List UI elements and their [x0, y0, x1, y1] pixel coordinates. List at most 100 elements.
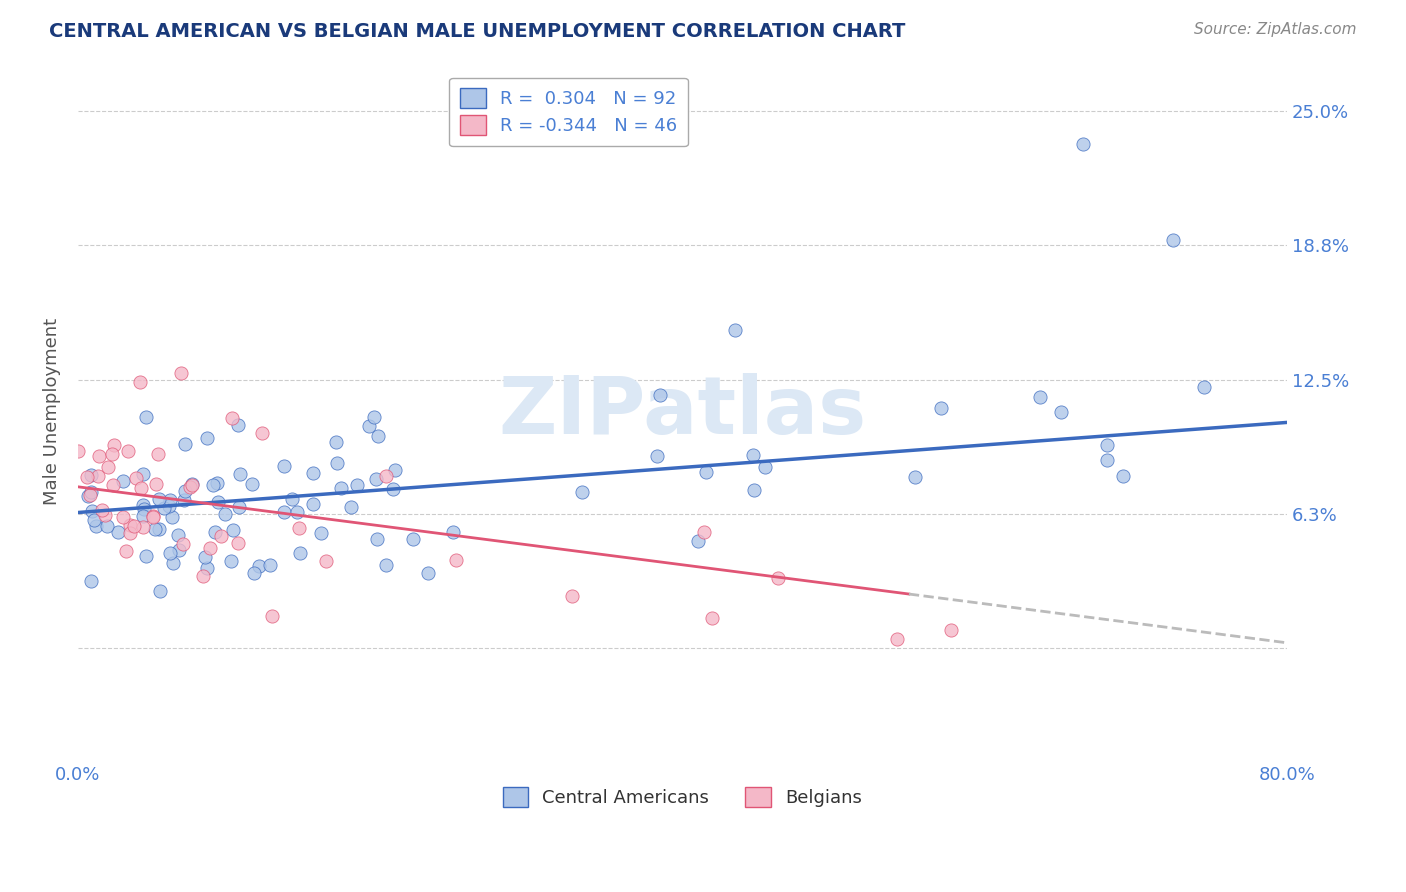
Point [142, 508, 165, 523]
Point [904, 470, 927, 484]
Point [80, 574, 103, 588]
Point [1050, 405, 1073, 419]
Point [273, 505, 295, 519]
Point [132, 498, 155, 512]
Point [273, 459, 295, 474]
Point [145, 522, 167, 536]
Point [167, 528, 190, 542]
Point [125, 471, 148, 485]
Point [214, 508, 236, 522]
Point [247, 559, 270, 574]
Point [416, 566, 439, 580]
Point [167, 543, 190, 558]
Point [80, 504, 103, 518]
Point [160, 510, 183, 524]
Point [159, 546, 181, 560]
Point [229, 467, 252, 481]
Point [329, 481, 352, 495]
Point [302, 466, 325, 480]
Point [181, 477, 204, 491]
Point [228, 417, 250, 432]
Point [129, 481, 152, 495]
Point [124, 519, 146, 533]
Point [145, 476, 167, 491]
Point [374, 558, 396, 572]
Point [204, 525, 226, 540]
Text: Source: ZipAtlas.com: Source: ZipAtlas.com [1194, 22, 1357, 37]
Point [281, 491, 304, 506]
Point [194, 549, 217, 564]
Point [209, 529, 232, 543]
Point [76, 490, 98, 504]
Point [201, 478, 224, 492]
Point [80, 467, 103, 482]
Point [162, 556, 184, 570]
Point [700, 611, 723, 625]
Point [103, 437, 125, 451]
Point [169, 366, 191, 380]
Point [259, 558, 281, 572]
Point [363, 410, 385, 425]
Point [741, 448, 763, 462]
Point [571, 485, 593, 500]
Point [107, 525, 129, 540]
Point [221, 411, 243, 425]
Point [173, 493, 195, 508]
Point [382, 482, 405, 496]
Point [180, 477, 202, 491]
Point [695, 466, 717, 480]
Point [146, 447, 169, 461]
Point [195, 560, 218, 574]
Point [766, 571, 789, 585]
Point [366, 472, 388, 486]
Point [1028, 390, 1050, 404]
Point [929, 401, 952, 416]
Point [648, 387, 671, 401]
Point [94, 508, 117, 522]
Point [128, 375, 150, 389]
Point [111, 475, 134, 489]
Point [191, 568, 214, 582]
Point [91, 502, 114, 516]
Point [250, 426, 273, 441]
Point [174, 436, 197, 450]
Point [288, 521, 311, 535]
Point [645, 450, 668, 464]
Point [1194, 380, 1216, 394]
Point [374, 468, 396, 483]
Point [686, 534, 709, 549]
Point [309, 526, 332, 541]
Point [135, 549, 157, 564]
Point [285, 505, 308, 519]
Point [444, 552, 467, 566]
Point [132, 502, 155, 516]
Point [886, 632, 908, 646]
Point [367, 429, 389, 443]
Point [79, 488, 101, 502]
Point [226, 536, 249, 550]
Point [148, 522, 170, 536]
Point [340, 500, 363, 514]
Point [290, 546, 312, 560]
Point [359, 419, 381, 434]
Point [97, 460, 120, 475]
Point [120, 517, 142, 532]
Point [754, 459, 776, 474]
Point [1097, 453, 1119, 467]
Point [1095, 438, 1118, 452]
Point [205, 475, 228, 490]
Point [240, 477, 263, 491]
Point [172, 537, 194, 551]
Point [384, 463, 406, 477]
Point [174, 484, 197, 499]
Point [325, 435, 347, 450]
Point [301, 497, 323, 511]
Point [149, 583, 172, 598]
Point [118, 526, 141, 541]
Point [132, 467, 155, 481]
Point [221, 523, 243, 537]
Point [402, 533, 425, 547]
Point [159, 492, 181, 507]
Point [1112, 469, 1135, 483]
Point [366, 532, 388, 546]
